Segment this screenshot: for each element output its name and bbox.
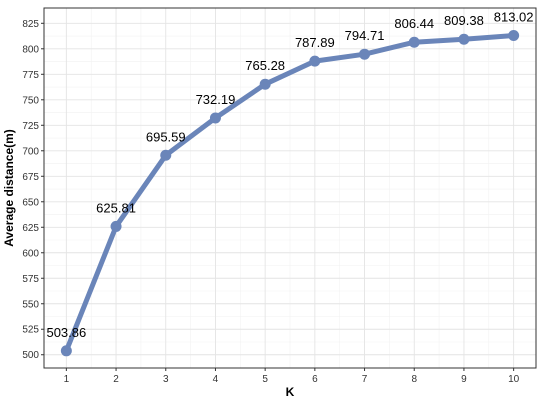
data-point [209,112,221,124]
x-tick-label: 2 [113,374,119,385]
y-axis-title: Average distance(m) [2,129,16,247]
y-tick-label: 650 [22,197,39,208]
y-axis: 500 525 550 575 600 625 650 675 700 725 750 775 800 8… [22,19,44,361]
data-point [458,33,470,45]
x-tick-label: 7 [362,374,368,385]
x-tick-label: 8 [411,374,417,385]
data-label: 794.71 [345,28,385,43]
data-point [508,30,520,42]
y-tick-label: 675 [22,172,39,183]
data-label: 732.19 [196,92,236,107]
plot-panel-border [43,7,537,369]
data-label: 765.28 [245,58,285,73]
data-points [60,30,520,357]
data-label: 787.89 [295,35,335,50]
data-labels: 503.86 625.81 695.59 732.19 765.28 787.89 794.… [46,10,533,340]
x-tick-label: 10 [508,374,520,385]
grid [44,8,536,368]
y-tick-label: 500 [22,350,39,361]
data-point [259,78,271,90]
y-tick-label: 800 [22,44,39,55]
data-point [60,345,72,357]
x-tick-label: 3 [163,374,169,385]
data-point [160,149,172,161]
data-label: 809.38 [444,13,484,28]
data-label: 813.02 [494,10,534,25]
data-point [408,36,420,48]
data-label: 695.59 [146,129,186,144]
x-tick-label: 9 [461,374,467,385]
x-tick-label: 5 [262,374,268,385]
y-tick-label: 575 [22,274,39,285]
y-tick-label: 600 [22,248,39,259]
x-tick-label: 4 [213,374,219,385]
data-point [110,220,122,232]
y-tick-label: 725 [22,121,39,132]
x-axis: 1 2 3 4 5 6 7 8 9 10 [64,368,520,385]
y-tick-label: 750 [22,95,39,106]
x-tick-label: 6 [312,374,318,385]
y-tick-label: 625 [22,223,39,234]
x-tick-label: 1 [64,374,70,385]
y-tick-label: 525 [22,325,39,336]
y-tick-label: 700 [22,146,39,157]
data-point [309,55,321,67]
y-tick-label: 550 [22,299,39,310]
data-label: 625.81 [96,200,136,215]
x-axis-title: K [286,385,295,399]
data-label: 503.86 [46,325,86,340]
y-tick-label: 825 [22,19,39,30]
y-tick-label: 775 [22,70,39,81]
series-line [63,33,517,354]
data-label: 806.44 [394,16,434,31]
data-point [359,48,371,60]
